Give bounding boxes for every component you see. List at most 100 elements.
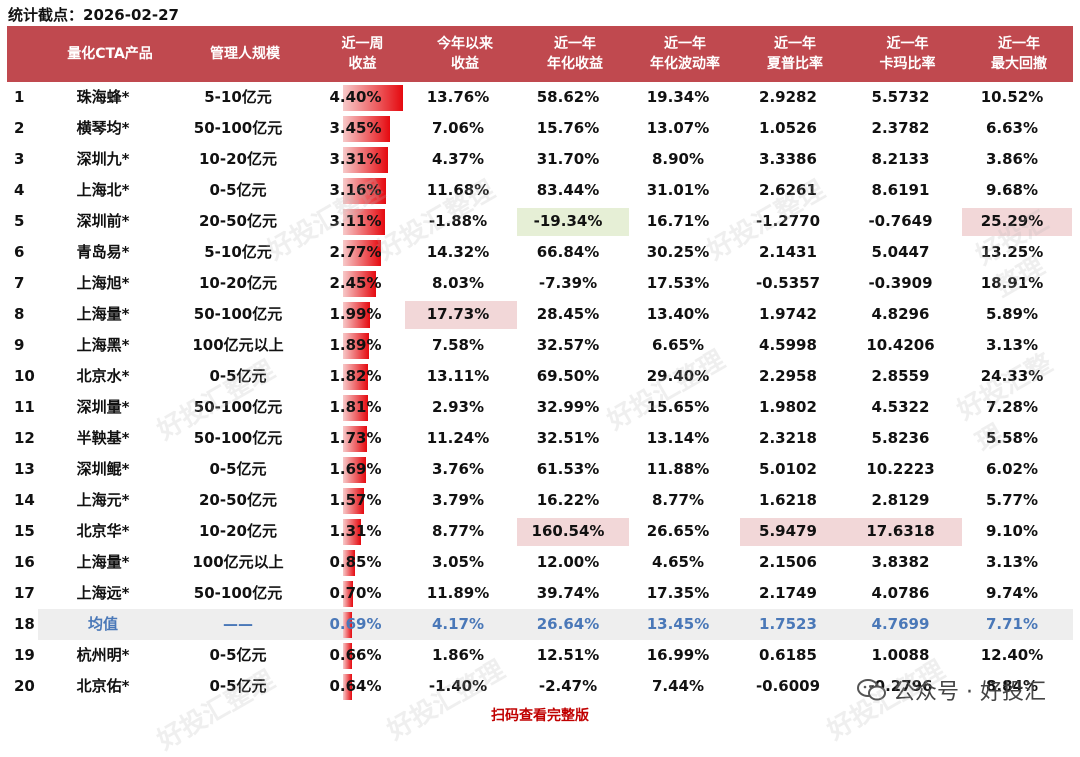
cell-mdd: 18.91% — [980, 274, 1044, 292]
cell-ytd: 14.32% — [426, 243, 490, 261]
cell-calmar: 17.6318 — [866, 522, 935, 540]
table-row: 1 珠海蜂* 5-10亿元 4.40% 13.76% 58.62% 19.34% 2.9282… — [0, 82, 1080, 113]
header-week: 近一周 收益 — [341, 36, 384, 72]
week-return-bar — [343, 519, 361, 545]
cell-calmar: 4.0786 — [871, 584, 930, 602]
cell-week: 3.31% — [329, 150, 382, 168]
cell-ann: 26.64% — [536, 615, 600, 633]
row-index: 9 — [14, 336, 25, 354]
week-return-bar — [343, 116, 390, 142]
highlight-ytd — [405, 301, 517, 329]
cell-name: 均值 — [87, 615, 118, 633]
row-index: 4 — [14, 181, 25, 199]
cell-sharpe: 1.6218 — [759, 491, 817, 509]
cell-vol: 7.44% — [651, 677, 705, 695]
cell-scale: 100亿元以上 — [192, 336, 284, 354]
cell-week: 1.89% — [329, 336, 382, 354]
table-row: 4 上海北* 0-5亿元 3.16% 11.68% 83.44% 31.01% 2.6261 8… — [0, 175, 1080, 206]
cell-sharpe: 1.7523 — [759, 615, 817, 633]
header-volatility: 近一年 年化波动率 — [650, 36, 720, 72]
cell-sharpe: 1.0526 — [759, 119, 817, 137]
row-index: 17 — [14, 584, 35, 602]
cell-name: 北京水* — [76, 367, 130, 385]
cell-ann: -2.47% — [538, 677, 598, 695]
cell-ann: 12.00% — [536, 553, 600, 571]
cell-week: 1.81% — [329, 398, 382, 416]
cell-vol: 16.99% — [646, 646, 710, 664]
cell-ytd: 8.03% — [431, 274, 485, 292]
highlight-mdd — [962, 208, 1072, 236]
cell-ann: 16.22% — [536, 491, 600, 509]
highlight-ann — [517, 208, 629, 236]
week-return-bar — [343, 581, 353, 607]
cell-mdd: 24.33% — [980, 367, 1044, 385]
table-row: 6 青岛易* 5-10亿元 2.77% 14.32% 66.84% 30.25% 2.1431… — [0, 237, 1080, 268]
table-row: 12 半鞅基* 50-100亿元 1.73% 11.24% 32.51% 13.14% 2.3… — [0, 423, 1080, 454]
cell-scale: 0-5亿元 — [209, 181, 267, 199]
cell-ann: 12.51% — [536, 646, 600, 664]
cell-scale: 0-5亿元 — [209, 646, 267, 664]
cell-ytd: 1.86% — [431, 646, 485, 664]
cell-name: 深圳前* — [76, 212, 130, 230]
cell-name: 北京华* — [76, 522, 130, 540]
cell-week: 0.85% — [329, 553, 382, 571]
header-ytd: 今年以来 收益 — [437, 36, 493, 72]
cell-mdd: 3.13% — [985, 336, 1039, 354]
row-index: 3 — [14, 150, 25, 168]
cell-vol: 13.14% — [646, 429, 710, 447]
cell-scale: 10-20亿元 — [199, 274, 277, 292]
cell-week: 0.69% — [329, 615, 382, 633]
table-header: 量化CTA产品 管理人规模 近一周 收益 今年以来 收益 近一年 年化收益 近一年 年化… — [7, 26, 1073, 82]
cell-calmar: 8.2133 — [871, 150, 930, 168]
cell-name: 深圳鲲* — [76, 460, 130, 478]
row-index: 8 — [14, 305, 25, 323]
cell-ytd: 3.79% — [431, 491, 485, 509]
cell-scale: 10-20亿元 — [199, 150, 277, 168]
cell-ann: 28.45% — [536, 305, 600, 323]
cell-ytd: 8.77% — [431, 522, 485, 540]
cell-vol: 15.65% — [646, 398, 710, 416]
cell-name: 上海量* — [76, 553, 130, 571]
cell-mdd: 6.63% — [985, 119, 1039, 137]
cell-mdd: 9.68% — [985, 181, 1039, 199]
header-scale: 管理人规模 — [210, 46, 280, 62]
scan-qr-link[interactable]: 扫码查看完整版 — [491, 708, 589, 724]
cell-calmar: 3.8382 — [871, 553, 930, 571]
cell-vol: 13.40% — [646, 305, 710, 323]
cell-week: 4.40% — [329, 88, 382, 106]
table-row: 10 北京水* 0-5亿元 1.82% 13.11% 69.50% 29.40% 2.2958… — [0, 361, 1080, 392]
cell-week: 2.77% — [329, 243, 382, 261]
week-return-bar — [343, 550, 355, 576]
week-return-bar — [343, 364, 368, 390]
cell-name: 珠海蜂* — [76, 88, 130, 106]
cell-calmar: -0.7649 — [868, 212, 933, 230]
table-row: 20 北京佑* 0-5亿元 0.64% -1.40% -2.47% 7.44% -0.6009… — [0, 671, 1080, 702]
cell-ytd: 7.58% — [431, 336, 485, 354]
table-row: 5 深圳前* 20-50亿元 3.11% -1.88% -19.34% 16.71% -1.2… — [0, 206, 1080, 237]
cell-name: 上海元* — [76, 491, 130, 509]
cell-vol: 26.65% — [646, 522, 710, 540]
cell-ann: 15.76% — [536, 119, 600, 137]
cell-ytd: 17.73% — [426, 305, 490, 323]
cell-vol: 13.07% — [646, 119, 710, 137]
cell-calmar: 2.8129 — [871, 491, 930, 509]
cell-ann: 32.51% — [536, 429, 600, 447]
row-index: 14 — [14, 491, 35, 509]
header-calmar: 近一年 卡玛比率 — [879, 36, 936, 72]
row-index: 1 — [14, 88, 25, 106]
header-product: 量化CTA产品 — [67, 46, 153, 62]
cell-week: 1.69% — [329, 460, 382, 478]
cell-mdd: 5.77% — [985, 491, 1039, 509]
highlight-ann — [517, 518, 629, 546]
cell-calmar: 8.6191 — [871, 181, 930, 199]
row-index: 19 — [14, 646, 35, 664]
cell-week: 1.73% — [329, 429, 382, 447]
cell-scale: 0-5亿元 — [209, 677, 267, 695]
cell-mdd: 13.25% — [980, 243, 1044, 261]
week-return-bar — [343, 271, 376, 297]
cell-sharpe: 2.1749 — [759, 584, 817, 602]
cell-vol: 29.40% — [646, 367, 710, 385]
cell-ytd: -1.40% — [428, 677, 488, 695]
cell-week: 0.66% — [329, 646, 382, 664]
cell-sharpe: 2.9282 — [759, 88, 817, 106]
